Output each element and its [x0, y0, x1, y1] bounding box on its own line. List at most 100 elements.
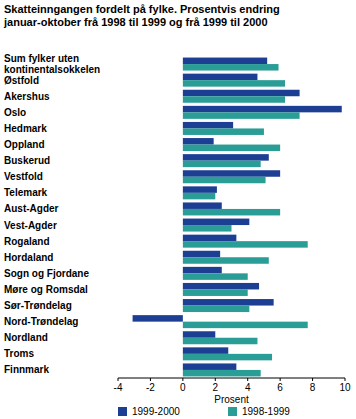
bar	[183, 338, 258, 345]
x-tick-label: 6	[277, 382, 283, 393]
x-tick	[345, 378, 346, 381]
bar	[183, 58, 267, 65]
category-label: Rogaland	[4, 236, 50, 247]
category-label: Finnmark	[4, 364, 49, 375]
x-axis-label: Prosent	[214, 394, 249, 405]
bar	[183, 177, 266, 184]
bar	[183, 64, 279, 71]
bar	[183, 154, 269, 161]
bar	[183, 363, 237, 370]
x-tick	[215, 378, 216, 381]
bar	[183, 354, 272, 361]
title-line: Skatteinngangen fordelt på fylke. Prosen…	[4, 3, 280, 15]
category-line: Sum fylker uten	[4, 53, 79, 64]
category-label: Vest-Agder	[4, 220, 57, 231]
category-label: Hedmark	[4, 123, 47, 134]
category-label: Nord-Trøndelag	[4, 316, 78, 327]
bar	[183, 322, 308, 329]
bar	[183, 257, 269, 264]
bar	[183, 74, 258, 81]
x-tick	[312, 378, 313, 381]
x-tick-label: 2	[213, 382, 219, 393]
x-tick-label: 10	[339, 382, 351, 393]
bar	[183, 193, 215, 200]
bar	[183, 161, 261, 168]
bar	[183, 306, 249, 313]
bar	[183, 128, 264, 135]
category-line: Buskerud	[4, 155, 50, 166]
bar	[183, 209, 280, 216]
bar	[183, 251, 220, 258]
bar	[183, 235, 237, 242]
category-line: Sør-Trøndelag	[4, 300, 72, 311]
x-tick-label: 4	[245, 382, 251, 393]
bar	[183, 186, 217, 193]
bar	[183, 370, 261, 377]
category-label: Sogn og Fjordane	[4, 268, 89, 279]
legend-swatch	[118, 407, 127, 416]
legend-label: 1998-1999	[242, 406, 290, 417]
category-line: Møre og Romsdal	[4, 284, 88, 295]
category-label: Troms	[4, 348, 34, 359]
category-label: Sum fylker utenkontinentalsokkelen	[4, 53, 100, 75]
category-line: Vest-Agder	[4, 220, 57, 231]
x-tick-label: 8	[310, 382, 316, 393]
category-line: Finnmark	[4, 364, 49, 375]
category-label: Aust-Agder	[4, 203, 59, 214]
category-line: Hordaland	[4, 252, 53, 263]
x-tick-label: -2	[146, 382, 155, 393]
category-label: Møre og Romsdal	[4, 284, 88, 295]
x-tick	[150, 378, 151, 381]
bar	[183, 299, 274, 306]
category-label: Telemark	[4, 187, 48, 198]
category-label: Oslo	[4, 107, 26, 118]
chart: Skatteinngangen fordelt på fylke. Prosen…	[0, 0, 356, 419]
bar	[183, 289, 248, 296]
category-line: Hedmark	[4, 123, 47, 134]
category-label: Vestfold	[4, 171, 43, 182]
x-tick	[280, 378, 281, 381]
legend-label: 1999-2000	[132, 406, 180, 417]
category-line: Nord-Trøndelag	[4, 316, 78, 327]
category-line: kontinentalsokkelen	[4, 64, 100, 75]
bar	[183, 267, 222, 274]
x-tick	[247, 378, 248, 381]
bar	[183, 225, 232, 232]
category-label: Nordland	[4, 332, 48, 343]
bar	[133, 315, 183, 322]
category-label: Hordaland	[4, 252, 53, 263]
x-tick	[118, 378, 119, 381]
bar	[183, 241, 308, 248]
bar	[183, 273, 248, 280]
category-line: Østfold	[4, 75, 39, 86]
title: Skatteinngangen fordelt på fylke. Prosen…	[3, 3, 280, 28]
category-label: Buskerud	[4, 155, 50, 166]
bar	[183, 219, 249, 226]
x-tick-label: 0	[180, 382, 186, 393]
bar	[183, 96, 285, 103]
category-label: Oppland	[4, 139, 45, 150]
category-label: Akershus	[4, 91, 50, 102]
category-line: Vestfold	[4, 171, 43, 182]
x-axis	[118, 378, 345, 379]
category-line: Aust-Agder	[4, 203, 59, 214]
bars	[133, 58, 342, 377]
category-line: Oppland	[4, 139, 45, 150]
category-label: Østfold	[4, 75, 39, 86]
bar	[183, 106, 342, 113]
x-tick-label: -4	[114, 382, 123, 393]
category-line: Troms	[4, 348, 34, 359]
category-line: Oslo	[4, 107, 26, 118]
x-tick	[182, 378, 183, 381]
category-label: Sør-Trøndelag	[4, 300, 72, 311]
bar	[183, 90, 300, 97]
bar	[183, 347, 228, 354]
bar	[183, 138, 214, 145]
bar	[183, 170, 280, 177]
title-line: januar-oktober frå 1998 til 1999 og frå …	[3, 16, 268, 28]
category-line: Telemark	[4, 187, 48, 198]
bar	[183, 145, 280, 152]
category-line: Rogaland	[4, 236, 50, 247]
category-line: Nordland	[4, 332, 48, 343]
bar	[183, 331, 215, 338]
